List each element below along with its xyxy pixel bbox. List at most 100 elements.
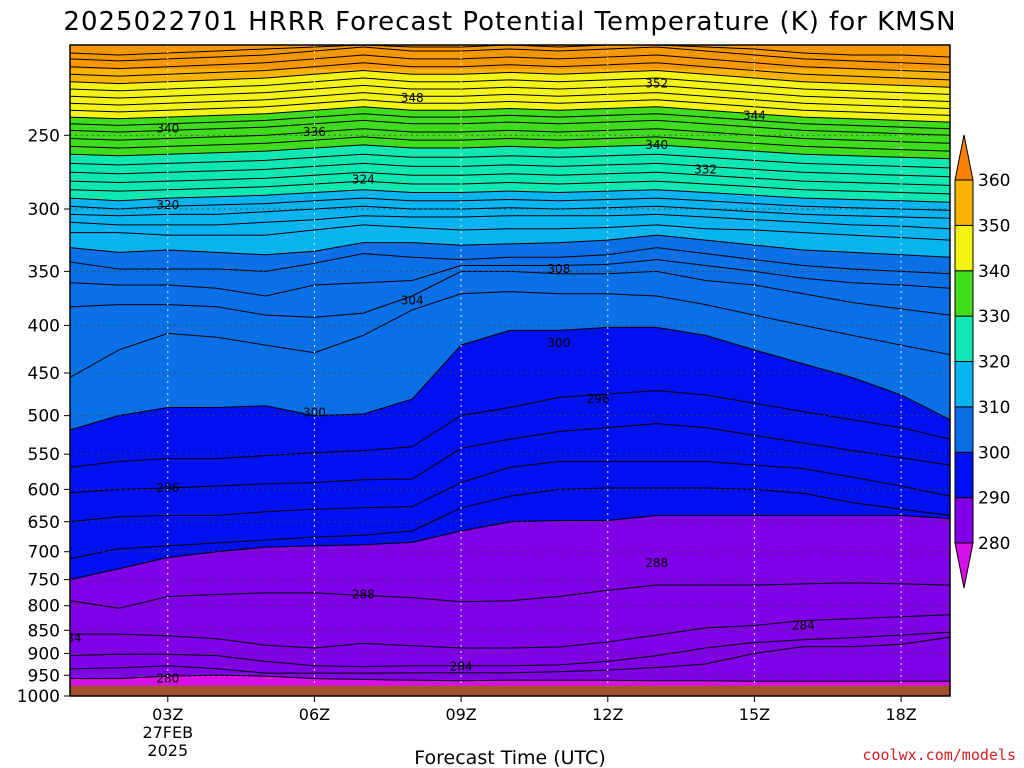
plot-frame xyxy=(69,44,951,697)
contour-label: 308 xyxy=(547,262,570,276)
isentrope-348 xyxy=(70,77,950,95)
isentrope-340 xyxy=(70,106,950,123)
isentrope-314 xyxy=(70,213,950,230)
y-tick-label: 800 xyxy=(28,597,60,617)
contour-label: 288 xyxy=(352,587,375,601)
isentrope-302 xyxy=(70,291,950,378)
y-tick-label: 900 xyxy=(28,644,60,664)
y-tick-label: 1000 xyxy=(17,687,60,707)
contour-label: 340 xyxy=(645,138,668,152)
credit-text[interactable]: coolwx.com/models xyxy=(862,746,1016,764)
y-tick-label: 350 xyxy=(28,262,60,282)
ground-fill xyxy=(70,685,950,696)
colorbar-tick-label: 280 xyxy=(978,534,1010,554)
isentrope-336 xyxy=(70,119,950,136)
colorbar-band-280 xyxy=(954,497,974,544)
plot-area: 348 352 340 336 344 340 332 324 320 308 304 300 296 3… xyxy=(59,45,950,696)
colorbar-band-350 xyxy=(954,179,974,226)
y-tick-label: 750 xyxy=(28,571,60,591)
isentrope-332 xyxy=(70,136,950,152)
contour-label: 340 xyxy=(156,122,179,136)
y-tick-label: 600 xyxy=(28,480,60,500)
contour-label: 320 xyxy=(156,198,179,212)
isentrope-330 xyxy=(70,144,950,160)
contour-label: 280 xyxy=(156,672,179,686)
isentrope-326 xyxy=(70,162,950,178)
isentrope-292 xyxy=(70,487,950,560)
isentrope-342 xyxy=(70,99,950,116)
isentrope-300 xyxy=(70,326,950,431)
isentrope-344 xyxy=(70,92,950,109)
colorbar-tick-label: 330 xyxy=(978,307,1010,327)
isentrope-316 xyxy=(70,205,950,219)
colorbar-tick-label: 300 xyxy=(978,443,1010,463)
x-tick-label: 18Z xyxy=(885,705,916,724)
colorbar-over-arrow xyxy=(954,134,974,181)
contour-label: 332 xyxy=(694,162,717,176)
contour-label: 344 xyxy=(743,108,766,122)
isentrope-294 xyxy=(70,461,950,523)
y-tick-label: 950 xyxy=(28,666,60,686)
y-tick-label: 300 xyxy=(28,200,60,220)
isentrope-358 xyxy=(70,45,950,58)
contour-label: 284 xyxy=(792,618,815,632)
x-tick-label: 06Z xyxy=(299,705,330,724)
y-tick-label: 650 xyxy=(28,513,60,533)
chart-title: 2025022701 HRRR Forecast Potential Tempe… xyxy=(63,7,956,37)
contour-label: 348 xyxy=(401,91,424,105)
isentrope-322 xyxy=(70,180,950,195)
y-tick-label: 550 xyxy=(28,445,60,465)
isentrope-328 xyxy=(70,153,950,169)
isentrope-280 xyxy=(70,674,950,682)
colorbar-band-290 xyxy=(954,451,974,499)
colorbar-tick-label: 350 xyxy=(978,216,1010,236)
x-tick-label: 09Z xyxy=(445,705,476,724)
y-tick-label: 250 xyxy=(28,126,60,146)
colorbar: 280 290 300 310 320 330 340 350 360 xyxy=(954,134,1010,589)
colorbar-tick-label: 320 xyxy=(978,353,1010,373)
contour-label: 300 xyxy=(547,336,570,350)
isentrope-324 xyxy=(70,171,950,186)
isentrope-354 xyxy=(70,54,950,73)
y-tick-label: 450 xyxy=(28,364,60,384)
contour-label: 336 xyxy=(303,125,326,139)
isentrope-310 xyxy=(70,234,950,258)
colorbar-band-310 xyxy=(954,361,974,408)
colorbar-band-330 xyxy=(954,270,974,317)
contour-label: 288 xyxy=(645,556,668,570)
isentrope-296 xyxy=(70,423,950,494)
x-tick-year: 2025 xyxy=(147,741,188,760)
x-axis-label: Forecast Time (UTC) xyxy=(414,747,605,768)
pressure-axis: 250 300 350 400 450 500 550 600 650 700 750 800 850 9… xyxy=(17,126,70,707)
isentrope-352 xyxy=(70,62,950,81)
isentrope-288 xyxy=(70,582,950,609)
contour-label: 304 xyxy=(401,293,424,307)
isentrope-282 xyxy=(70,636,950,674)
isentrope-318 xyxy=(70,197,950,211)
isentrope-334 xyxy=(70,128,950,144)
y-tick-label: 700 xyxy=(28,543,60,563)
isentrope-346 xyxy=(70,84,950,102)
isentrope-338 xyxy=(70,113,950,130)
isentrope-306 xyxy=(70,259,950,297)
y-tick-label: 850 xyxy=(28,621,60,641)
colorbar-band-320 xyxy=(954,315,974,362)
contour-label: 296 xyxy=(156,481,179,495)
colorbar-tick-label: 290 xyxy=(978,489,1010,509)
x-tick-label: 15Z xyxy=(739,705,770,724)
isentrope-lines xyxy=(70,45,950,682)
colorbar-band-300 xyxy=(954,406,974,453)
isentrope-298 xyxy=(70,390,950,468)
contour-label: 296 xyxy=(587,392,610,406)
isentrope-284 xyxy=(70,631,950,668)
isentrope-356 xyxy=(70,46,950,66)
isentrope-286 xyxy=(70,614,950,649)
x-tick-label: 12Z xyxy=(592,705,623,724)
colorbar-under-arrow xyxy=(954,542,974,589)
contour-labels: 348 352 340 336 344 340 332 324 320 308 304 300 296 3… xyxy=(59,77,815,686)
isentrope-350 xyxy=(70,69,950,88)
colorbar-tick-label: 310 xyxy=(978,398,1010,418)
contour-label: 284 xyxy=(59,631,82,645)
